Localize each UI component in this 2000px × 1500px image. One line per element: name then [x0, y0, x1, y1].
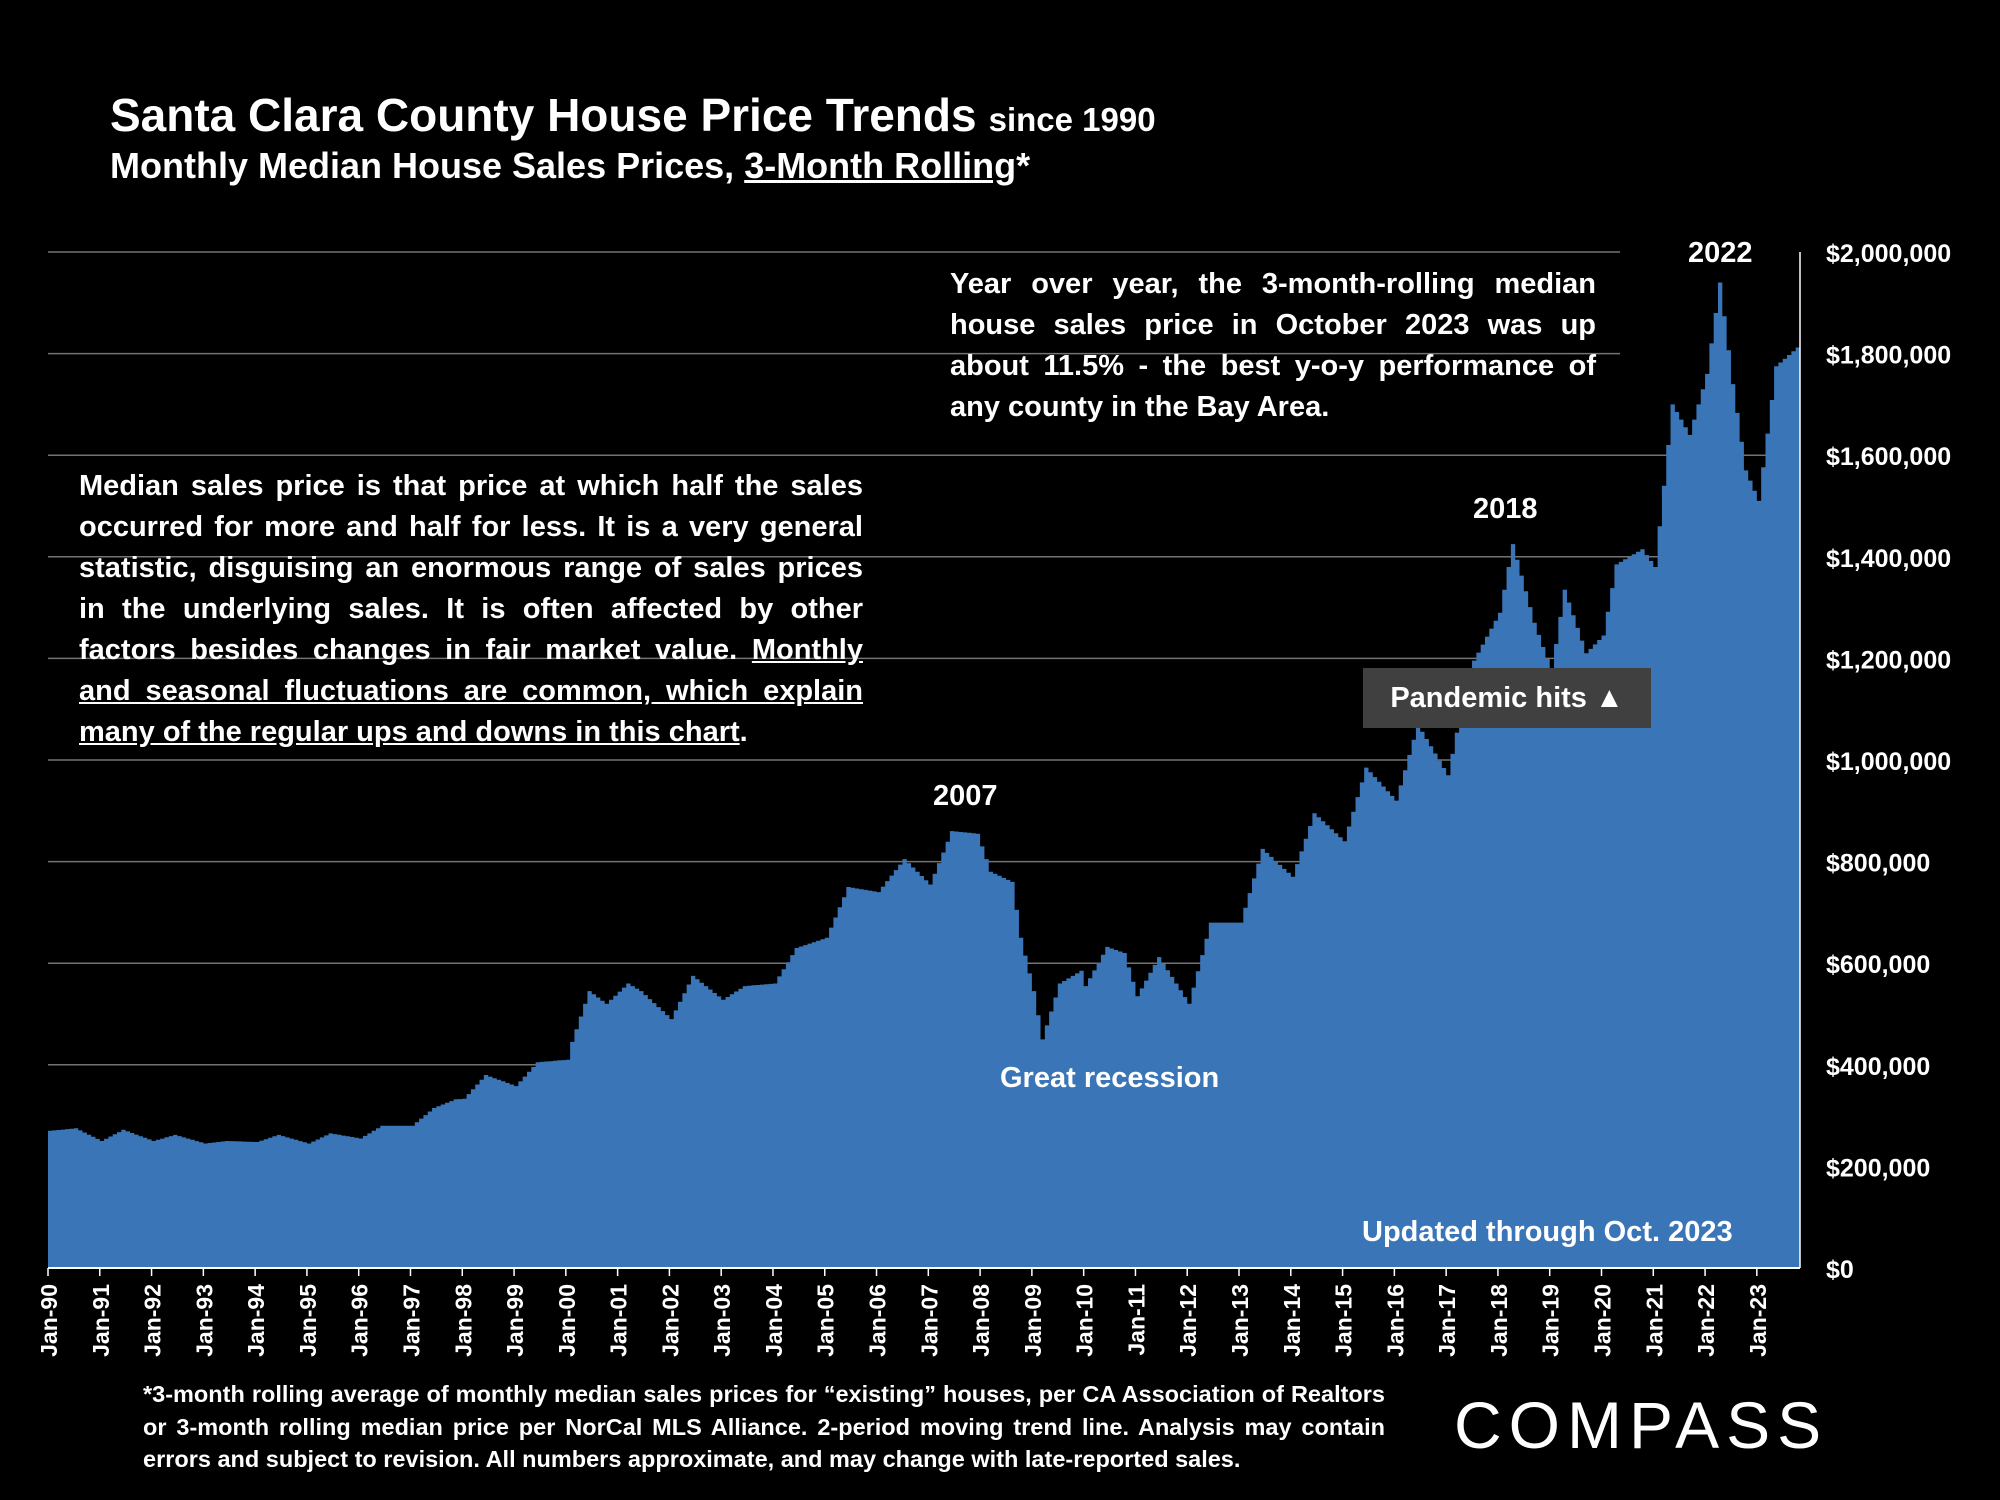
x-tick-label: Jan-98 [450, 1284, 476, 1357]
updated-label: Updated through Oct. 2023 [1362, 1216, 1733, 1248]
label-great-recession: Great recession [1000, 1062, 1220, 1094]
y-tick-label: $600,000 [1826, 951, 1930, 979]
y-tick-label: $0 [1826, 1256, 1854, 1284]
x-tick-label: Jan-14 [1279, 1284, 1305, 1357]
compass-logo-text: COMPASS [1454, 1388, 1828, 1458]
footnote: *3-month rolling average of monthly medi… [143, 1381, 1385, 1472]
x-tick-label: Jan-17 [1434, 1284, 1460, 1357]
label-2018: 2018 [1473, 493, 1538, 525]
x-tick-label: Jan-06 [865, 1284, 891, 1357]
x-tick-label: Jan-13 [1227, 1284, 1253, 1357]
chart-title: Santa Clara County House Price Trends sin… [110, 89, 1156, 141]
label-2022: 2022 [1688, 237, 1753, 269]
x-tick-label: Jan-02 [657, 1284, 683, 1357]
x-tick-label: Jan-00 [554, 1284, 580, 1357]
x-tick-label: Jan-15 [1331, 1284, 1357, 1357]
x-tick-label: Jan-21 [1641, 1284, 1667, 1357]
x-tick-label: Jan-08 [968, 1284, 994, 1357]
x-tick-label: Jan-01 [606, 1284, 632, 1357]
median-note: Median sales price is that price at whic… [79, 470, 863, 748]
x-tick-label: Jan-19 [1538, 1284, 1564, 1357]
x-tick-label: Jan-91 [88, 1284, 114, 1357]
x-tick-label: Jan-16 [1382, 1284, 1408, 1357]
yoy-note: Year over year, the 3-month-rolling medi… [950, 268, 1596, 423]
y-tick-label: $1,800,000 [1826, 342, 1951, 370]
y-tick-label: $1,400,000 [1826, 545, 1951, 573]
x-tick-label: Jan-99 [502, 1284, 528, 1357]
x-tick-label: Jan-04 [761, 1284, 787, 1357]
compass-logo: COMPASS [1454, 1388, 1828, 1458]
y-tick-label: $1,200,000 [1826, 646, 1951, 674]
title-suffix: since 1990 [988, 101, 1156, 138]
x-tick-label: Jan-09 [1020, 1284, 1046, 1357]
y-tick-label: $800,000 [1826, 850, 1930, 878]
x-tick-label: Jan-92 [140, 1284, 166, 1357]
x-tick-label: Jan-93 [191, 1284, 217, 1357]
y-tick-label: $2,000,000 [1826, 240, 1951, 268]
x-tick-label: Jan-96 [347, 1284, 373, 1357]
x-tick-label: Jan-07 [916, 1284, 942, 1357]
x-tick-label: Jan-90 [36, 1284, 62, 1357]
x-tick-label: Jan-22 [1693, 1284, 1719, 1357]
subtitle-link: 3-Month Rolling [744, 145, 1017, 186]
x-tick-label: Jan-97 [398, 1284, 424, 1357]
label-2007: 2007 [933, 780, 998, 812]
x-tick-label: Jan-95 [295, 1284, 321, 1357]
x-tick-label: Jan-18 [1486, 1284, 1512, 1357]
y-tick-label: $1,000,000 [1826, 748, 1951, 776]
chart-subtitle: Monthly Median House Sales Prices, 3-Mon… [110, 145, 1031, 186]
y-tick-label: $400,000 [1826, 1053, 1930, 1081]
x-tick-label: Jan-05 [813, 1284, 839, 1357]
x-tick-label: Jan-10 [1072, 1284, 1098, 1357]
x-tick-label: Jan-20 [1589, 1284, 1615, 1357]
x-tick-label: Jan-03 [709, 1284, 735, 1357]
y-tick-label: $1,600,000 [1826, 443, 1951, 471]
pandemic-callout: Pandemic hits ▲ [1363, 668, 1651, 728]
x-tick-label: Jan-94 [243, 1284, 269, 1357]
x-tick-label: Jan-23 [1745, 1284, 1771, 1357]
x-tick-label: Jan-12 [1175, 1284, 1201, 1357]
y-tick-label: $200,000 [1826, 1154, 1930, 1182]
price-area-series [48, 282, 1800, 1268]
x-tick-label: Jan-11 [1123, 1284, 1149, 1356]
